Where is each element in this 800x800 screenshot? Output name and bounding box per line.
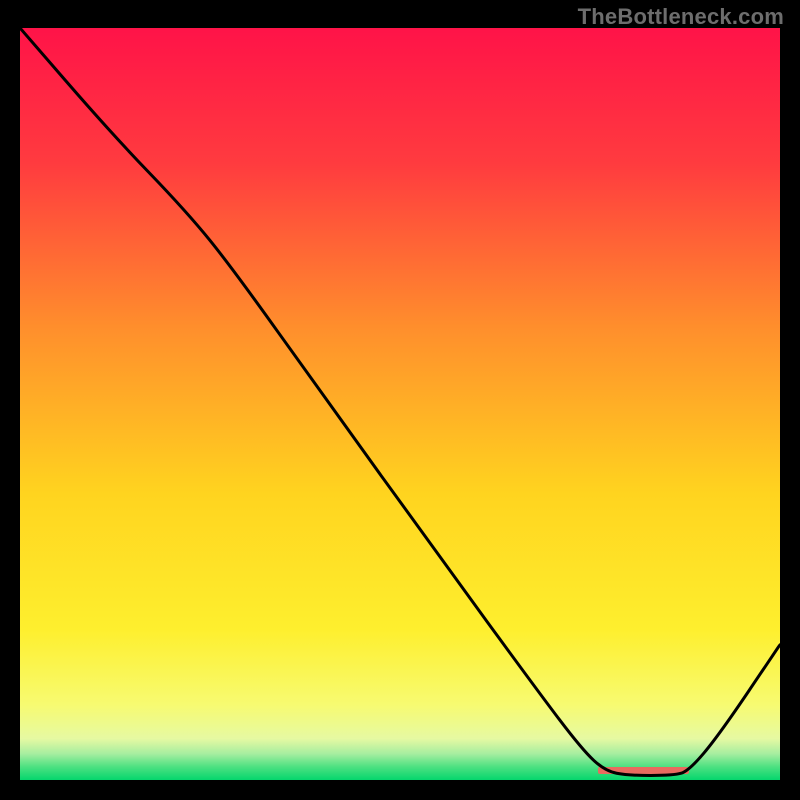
chart-frame: TheBottleneck.com <box>0 0 800 800</box>
watermark-text: TheBottleneck.com <box>578 4 784 30</box>
performance-curve <box>20 28 780 780</box>
plot-area <box>20 28 780 780</box>
